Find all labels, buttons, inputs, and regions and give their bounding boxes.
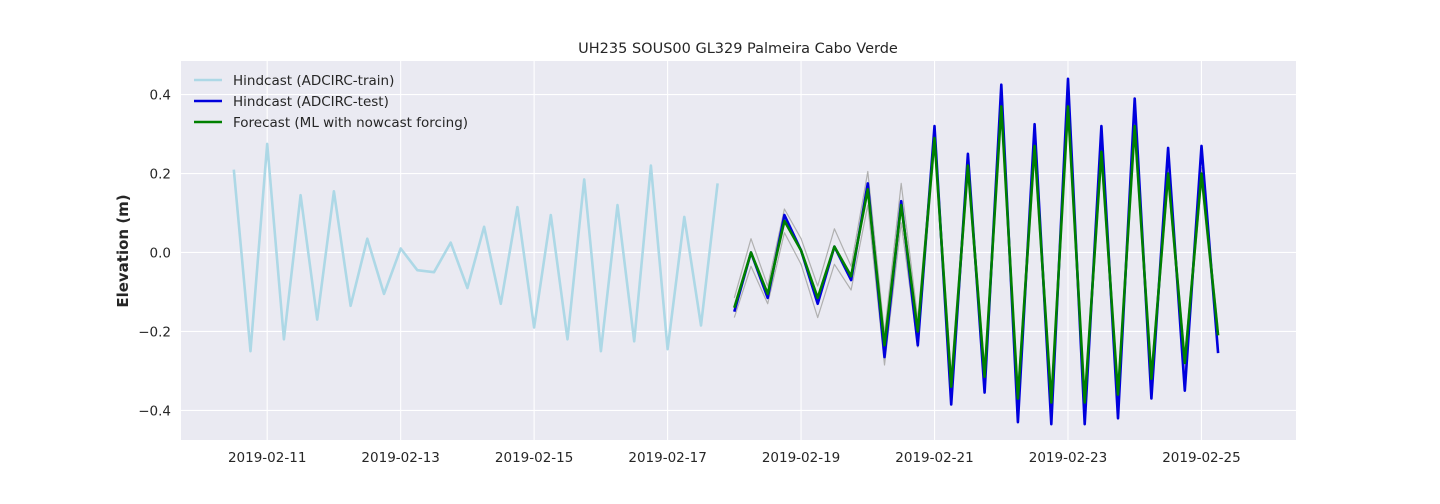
y-tick-label: −0.4 — [138, 403, 171, 419]
legend-label-test: Hindcast (ADCIRC-test) — [233, 94, 389, 110]
y-tick-label: 0.2 — [150, 167, 171, 183]
y-axis-label: Elevation (m) — [114, 194, 132, 307]
legend-label-forecast: Forecast (ML with nowcast forcing) — [233, 115, 468, 131]
series-line-forecast — [733, 105, 1220, 404]
x-tick-label: 2019-02-17 — [628, 450, 706, 466]
x-tick-label: 2019-02-13 — [361, 450, 439, 466]
y-tick-label: 0.4 — [150, 88, 171, 104]
x-axis-ticks: 2019-02-11 2019-02-13 2019-02-15 2019-02-17… — [228, 450, 1241, 466]
y-axis-ticks: −0.4 −0.2 0.0 0.2 0.4 — [138, 88, 171, 420]
grid — [181, 61, 1296, 440]
x-tick-label: 2019-02-23 — [1029, 450, 1107, 466]
y-tick-label: 0.0 — [150, 245, 171, 261]
y-tick-label: −0.2 — [138, 324, 171, 340]
legend: Hindcast (ADCIRC-train) Hindcast (ADCIRC… — [194, 73, 468, 131]
x-tick-label: 2019-02-21 — [895, 450, 973, 466]
x-tick-label: 2019-02-11 — [228, 450, 306, 466]
legend-label-train: Hindcast (ADCIRC-train) — [233, 73, 394, 89]
series-layer — [232, 77, 1220, 426]
series-line-hindcast-train — [232, 142, 719, 353]
plot-background — [181, 61, 1296, 440]
chart-title: UH235 SOUS00 GL329 Palmeira Cabo Verde — [578, 41, 898, 57]
x-tick-label: 2019-02-15 — [495, 450, 573, 466]
x-tick-label: 2019-02-25 — [1162, 450, 1240, 466]
x-tick-label: 2019-02-19 — [762, 450, 840, 466]
